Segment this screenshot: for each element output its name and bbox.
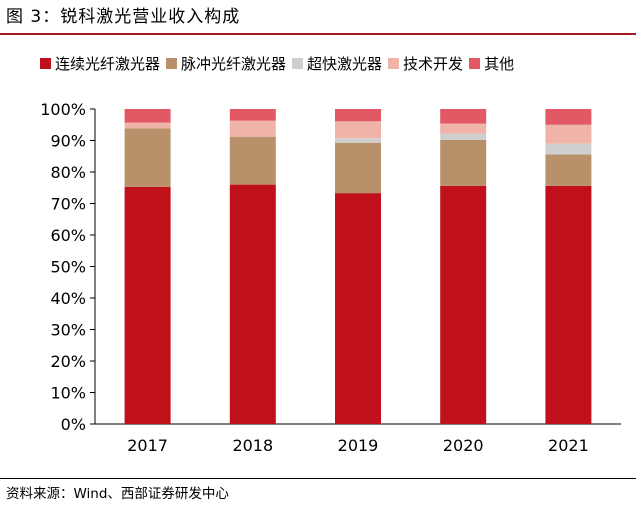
legend-label-tech-dev: 技术开发 (403, 54, 464, 73)
x-tick-label: 2019 (338, 436, 379, 455)
legend-label-pulsed-fiber: 脉冲光纤激光器 (181, 54, 287, 73)
legend-item-continuous-fiber: 连续光纤激光器 (40, 53, 160, 74)
bar-segment-2017-5 (124, 109, 171, 123)
bar-segment-2021-1 (545, 185, 592, 424)
figure-title: 图 3：锐科激光营业收入构成 (6, 7, 241, 27)
y-tick-label: 20% (50, 352, 86, 371)
x-tick-label: 2020 (443, 436, 484, 455)
y-tick-label: 10% (50, 384, 86, 403)
bar-segment-2019-5 (335, 109, 381, 122)
y-tick-label: 30% (50, 321, 86, 340)
bar-segment-2021-5 (545, 109, 592, 125)
bar-segment-2019-4 (335, 121, 381, 139)
bar-segment-2017-4 (124, 122, 171, 129)
legend-item-tech-dev: 技术开发 (388, 53, 463, 74)
x-tick-label: 2018 (232, 436, 273, 455)
bar-segment-2020-3 (440, 133, 487, 140)
y-tick-label: 50% (50, 258, 86, 277)
x-tick-label: 2017 (127, 436, 168, 455)
bar-segment-2021-2 (545, 154, 592, 186)
bar-segment-2017-1 (124, 186, 171, 424)
y-tick-label: 70% (50, 195, 86, 214)
bar-segment-2019-1 (335, 193, 381, 424)
bar-segment-2018-2 (229, 136, 276, 185)
bar-segment-2021-3 (545, 143, 592, 155)
legend-item-pulsed-fiber: 脉冲光纤激光器 (166, 53, 286, 74)
y-tick-label: 80% (50, 163, 86, 182)
y-tick-label: 100% (40, 100, 86, 119)
bar-segment-2019-3 (335, 138, 381, 143)
y-tick-label: 40% (50, 289, 86, 308)
title-rule (0, 33, 636, 35)
legend-swatch-tech-dev (388, 57, 400, 69)
legend-label-ultrafast: 超快激光器 (307, 54, 383, 73)
bar-segment-2018-1 (229, 184, 276, 424)
bar-segment-2018-5 (229, 109, 276, 121)
legend-swatch-pulsed-fiber (166, 57, 178, 69)
y-tick-label: 90% (50, 132, 86, 151)
legend-item-ultrafast: 超快激光器 (292, 53, 382, 74)
bar-segment-2019-2 (335, 142, 381, 194)
bar-segment-2020-1 (440, 185, 487, 424)
bar-segment-2021-4 (545, 124, 592, 144)
legend-swatch-continuous-fiber (40, 57, 51, 69)
x-tick-label: 2021 (548, 436, 589, 455)
bar-segment-2018-4 (229, 120, 276, 137)
bar-segment-2020-4 (440, 123, 487, 134)
source-note: 资料来源：Wind、西部证券研发中心 (6, 486, 229, 502)
bar-segment-2020-2 (440, 139, 487, 186)
footer-rule (0, 478, 636, 479)
legend-swatch-other (469, 57, 481, 69)
bar-segment-2020-5 (440, 109, 487, 124)
legend-label-other: 其他 (484, 54, 515, 73)
y-tick-label: 60% (50, 226, 86, 245)
legend-label-continuous-fiber: 连续光纤激光器 (55, 54, 161, 73)
legend-swatch-ultrafast (292, 57, 304, 69)
bar-segment-2017-2 (124, 128, 171, 187)
legend-item-other: 其他 (469, 53, 514, 74)
y-tick-label: 0% (61, 415, 86, 434)
legend: 连续光纤激光器 脉冲光纤激光器 超快激光器 技术开发 其他 (40, 52, 520, 74)
